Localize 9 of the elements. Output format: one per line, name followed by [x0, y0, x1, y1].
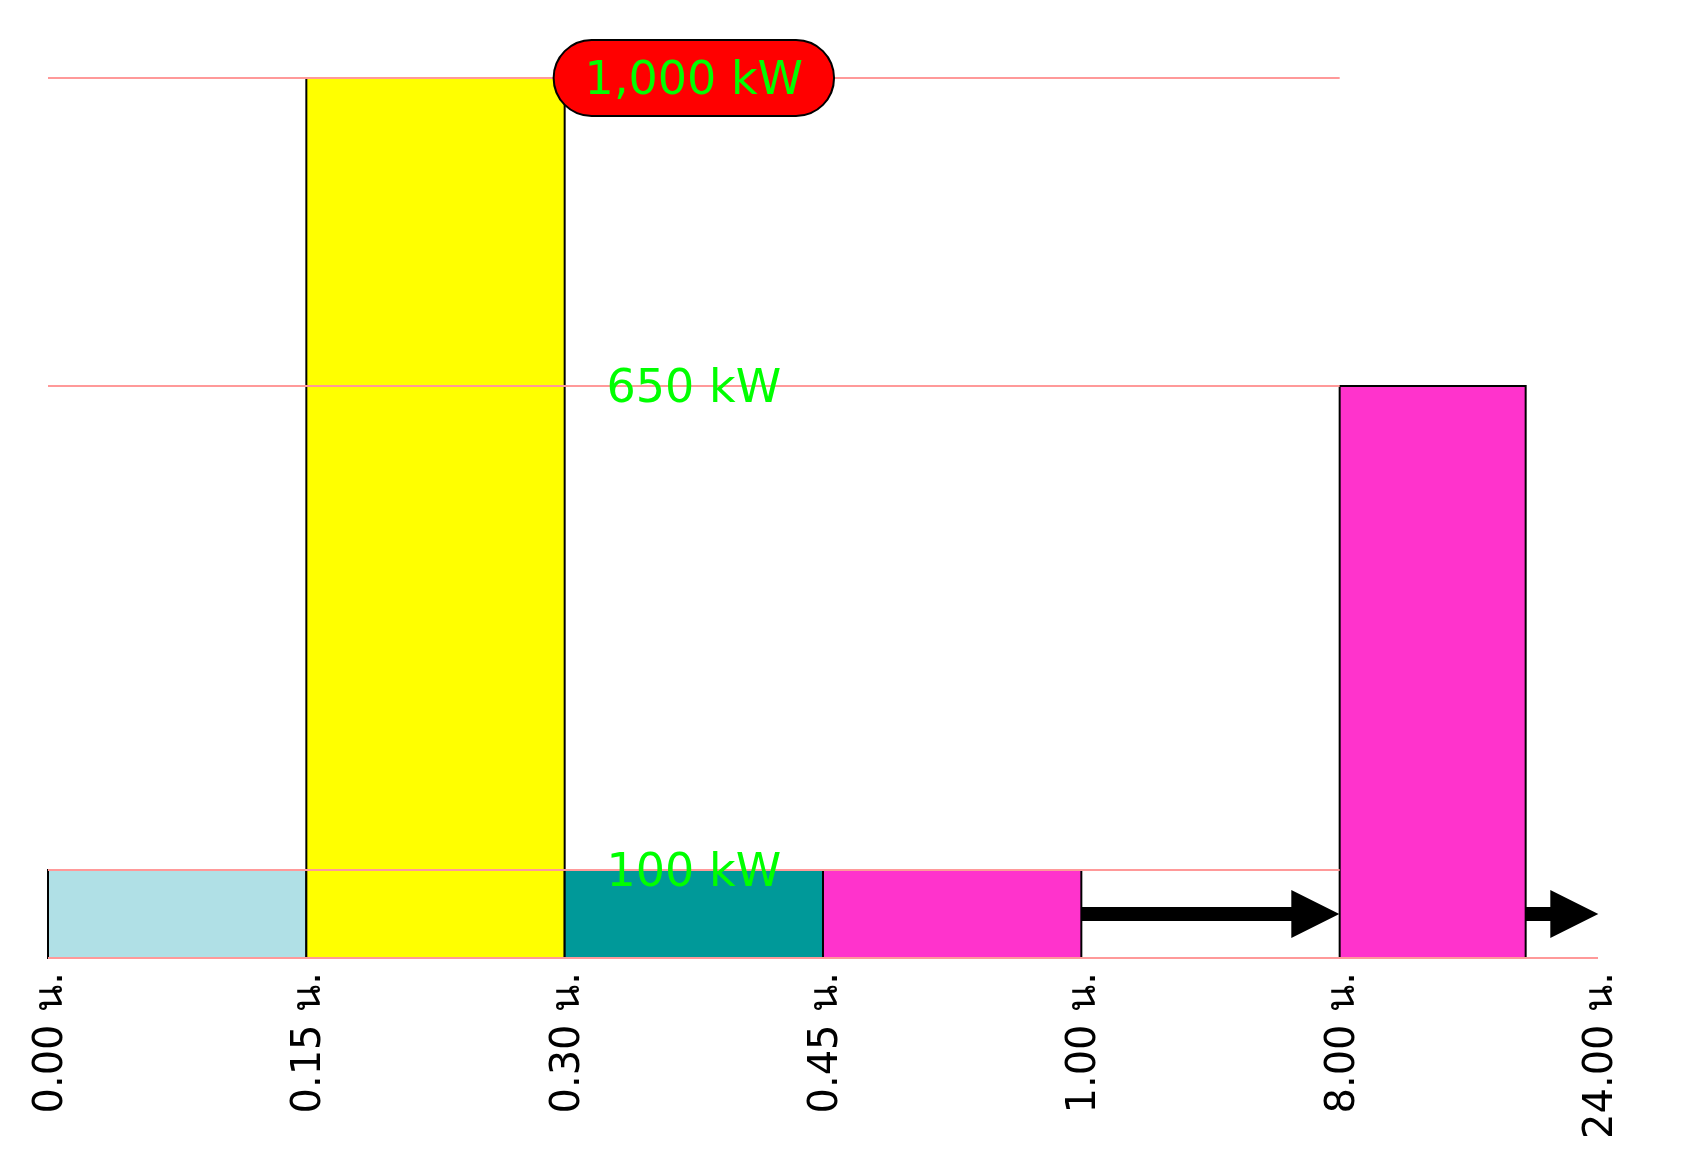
- x-tick-label: 0.30 น.: [541, 972, 588, 1114]
- ref-line-label: 1,000 kW: [584, 51, 804, 105]
- x-tick-label: 1.00 น.: [1058, 972, 1105, 1114]
- x-tick-label: 0.45 น.: [800, 972, 846, 1114]
- x-tick-label: 0.15 น.: [283, 972, 330, 1114]
- x-tick-label: 24.00 น.: [1575, 972, 1621, 1139]
- x-tick-label: 0.00 น.: [25, 972, 71, 1114]
- x-tick-label: 8.00 น.: [1316, 972, 1363, 1114]
- ref-line-label: 650 kW: [606, 359, 782, 413]
